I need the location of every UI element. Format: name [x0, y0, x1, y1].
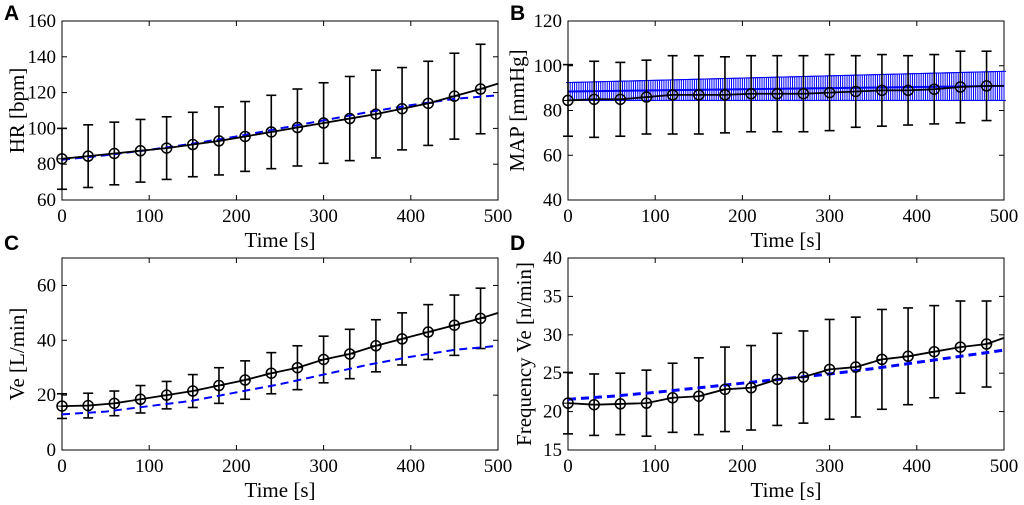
panel-C: C 0 100 200 300 400 500 0 20 40 60 Time [s] Ve [L/mi…: [4, 232, 512, 502]
x-tick-label: 100: [641, 456, 670, 477]
y-axis-label: Frequency Ve [n/min]: [512, 262, 536, 446]
x-tick-label: 500: [990, 456, 1019, 477]
x-tick-label: 500: [990, 206, 1019, 227]
y-tick-label: 35: [543, 286, 562, 307]
panel-letter-B: B: [510, 2, 525, 25]
y-tick-label: 20: [543, 402, 562, 423]
x-tick-label: 400: [903, 456, 932, 477]
y-tick-label: 60: [543, 145, 562, 166]
y-tick-label: 0: [47, 440, 57, 461]
y-tick-label: 30: [543, 325, 562, 346]
x-tick-label: 0: [563, 206, 573, 227]
axes-frame: [567, 20, 1005, 201]
x-tick-label: 300: [309, 456, 338, 477]
x-tick-label: 300: [309, 206, 338, 227]
observed-line: [61, 82, 499, 160]
y-tick-label: 80: [37, 154, 56, 175]
panel-letter-A: A: [4, 2, 19, 25]
y-tick-label: 40: [543, 190, 562, 211]
y-axis-label: HR [bpm]: [5, 68, 29, 154]
x-tick-label: 400: [903, 206, 932, 227]
x-tick-label: 300: [815, 206, 844, 227]
y-tick-label: 20: [37, 385, 56, 406]
y-tick-label: 40: [37, 330, 56, 351]
x-tick-label: 200: [728, 206, 757, 227]
y-tick-label: 100: [28, 118, 57, 139]
x-axis-label: Time [s]: [751, 228, 822, 252]
x-tick-label: 0: [57, 456, 67, 477]
x-tick-label: 200: [728, 456, 757, 477]
x-tick-label: 400: [397, 206, 426, 227]
y-tick-label: 100: [534, 56, 563, 77]
x-tick-label: 0: [563, 456, 573, 477]
panel-letter-C: C: [4, 232, 19, 255]
model-line: [61, 344, 499, 416]
y-axis-label: MAP [mmHg]: [505, 49, 529, 171]
model-line: [567, 348, 1005, 401]
x-tick-label: 0: [57, 206, 67, 227]
y-tick-label: 160: [28, 11, 57, 32]
y-axis-label: Ve [L/min]: [5, 308, 29, 401]
y-tick-label: 40: [543, 248, 562, 269]
x-axis-label: Time [s]: [751, 478, 822, 502]
x-tick-label: 500: [484, 206, 513, 227]
x-axis-label: Time [s]: [245, 228, 316, 252]
panel-B: B 0 100 200 300 400 500 40 60 80 100 120 Time [s] MAP…: [505, 2, 1018, 252]
axes-frame: [61, 257, 499, 451]
panel-letter-D: D: [510, 232, 525, 255]
y-tick-label: 60: [37, 275, 56, 296]
x-tick-label: 100: [135, 456, 164, 477]
panel-A: A 0 100 200 300 400 500 60 80 100 120 140 160 Time [s…: [4, 2, 512, 252]
x-tick-label: 500: [484, 456, 513, 477]
x-tick-label: 100: [641, 206, 670, 227]
y-tick-label: 15: [543, 440, 562, 461]
y-tick-label: 80: [543, 101, 562, 122]
axes-frame: [567, 257, 1005, 451]
x-tick-label: 200: [222, 206, 251, 227]
x-tick-label: 400: [397, 456, 426, 477]
x-axis-label: Time [s]: [245, 478, 316, 502]
y-tick-label: 120: [534, 11, 563, 32]
y-tick-label: 140: [28, 47, 57, 68]
y-tick-label: 120: [28, 83, 57, 104]
x-tick-label: 200: [222, 456, 251, 477]
x-tick-label: 300: [815, 456, 844, 477]
x-tick-label: 100: [135, 206, 164, 227]
panel-D: D 0 100 200 300 400 500 15 20 25 30 35 40 Time [s] Fre…: [510, 232, 1018, 502]
y-tick-label: 25: [543, 363, 562, 384]
axes-frame: [61, 20, 499, 201]
y-tick-label: 60: [37, 190, 56, 211]
model-line: [567, 84, 1005, 93]
